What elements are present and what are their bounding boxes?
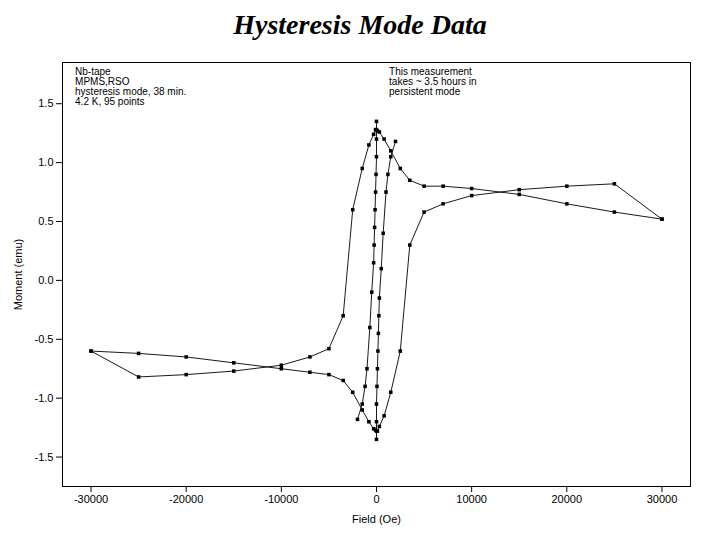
html-text:Hysteresis Mode Data: Hysteresis Mode Data bbox=[233, 9, 487, 40]
svg-text:-10000: -10000 bbox=[264, 493, 298, 505]
svg-text:Nb-tapeMPMS,RSOhysteresis mode: Nb-tapeMPMS,RSOhysteresis mode, 38 min.4… bbox=[75, 66, 186, 107]
svg-text:10000: 10000 bbox=[456, 493, 487, 505]
svg-text:-30000: -30000 bbox=[74, 493, 108, 505]
svg-text:This measurementtakes ~ 3.5 ho: This measurementtakes ~ 3.5 hours inpers… bbox=[389, 66, 477, 97]
svg-text:Moment (emu): Moment (emu) bbox=[12, 239, 24, 311]
svg-text:-1.5: -1.5 bbox=[35, 451, 54, 463]
svg-text:-20000: -20000 bbox=[169, 493, 203, 505]
svg-text:0: 0 bbox=[373, 493, 379, 505]
svg-text:0.5: 0.5 bbox=[38, 215, 53, 227]
svg-text:20000: 20000 bbox=[552, 493, 583, 505]
svg-text:-0.5: -0.5 bbox=[35, 333, 54, 345]
svg-text:-1.0: -1.0 bbox=[35, 392, 54, 404]
svg-text:Field (Oe): Field (Oe) bbox=[352, 513, 401, 525]
svg-text:30000: 30000 bbox=[647, 493, 678, 505]
svg-text:0.0: 0.0 bbox=[38, 274, 53, 286]
svg-text:1.5: 1.5 bbox=[38, 97, 53, 109]
svg-text:1.0: 1.0 bbox=[38, 156, 53, 168]
